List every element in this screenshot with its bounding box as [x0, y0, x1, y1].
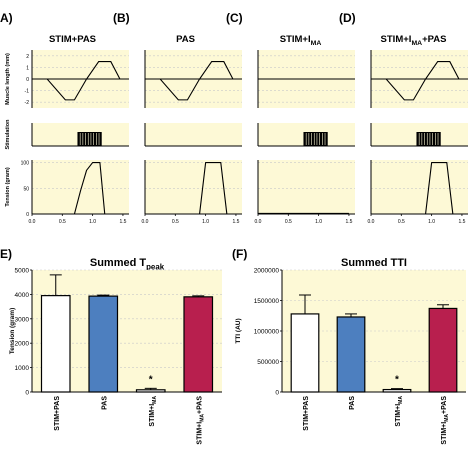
y-axis-label: TTI (AU)	[235, 318, 242, 343]
y-tick-label: 5000	[15, 268, 30, 275]
tension-line	[32, 162, 123, 215]
y-axis-label: Tension (gram)	[9, 308, 16, 354]
muscle-length-line	[32, 61, 121, 101]
x-tick-label: 0.5	[172, 219, 179, 225]
y-tick-label: 2	[26, 54, 29, 60]
bar	[183, 296, 214, 393]
x-tick-label: 1.0	[315, 219, 322, 225]
muscle-length-line	[371, 61, 460, 101]
x-tick-label: 1.5	[458, 219, 465, 225]
panel-title: STIM+IMA+PAS	[381, 34, 447, 47]
y-tick-label: 2000000	[254, 268, 280, 275]
panel-letter: (B)	[113, 11, 130, 25]
x-tick-label: PAS	[349, 396, 356, 410]
panel-title: PAS	[176, 34, 195, 45]
y-tick-label: 0	[26, 77, 29, 83]
stimulation-block	[303, 132, 328, 146]
y-tick-label: 0	[275, 390, 279, 397]
y-tick-label: 4000	[15, 292, 30, 299]
y-axis-label: Tension (gram)	[5, 167, 11, 206]
chart-title: Summed TTI	[341, 257, 407, 269]
tension-line	[145, 162, 236, 215]
stimulation-block	[77, 132, 102, 146]
tension-plot-bg	[145, 160, 242, 214]
y-axis-label: Muscle length (mm)	[5, 53, 11, 105]
stimulation-plot-bg	[145, 123, 242, 146]
significance-mark: *	[395, 375, 399, 386]
y-tick-label: 2000	[15, 341, 30, 348]
y-tick-label: 0	[26, 212, 29, 218]
x-tick-label: 0.0	[142, 219, 149, 225]
significance-mark: *	[149, 374, 153, 385]
y-tick-label: -2	[25, 100, 30, 106]
y-tick-label: 50	[23, 186, 29, 192]
y-tick-label: 3000	[15, 316, 30, 323]
bar	[336, 316, 366, 393]
tension-plot-bg	[258, 160, 355, 214]
x-tick-label: STIM+IMA+PAS	[441, 396, 450, 445]
y-tick-label: -1	[25, 89, 30, 95]
panel-letter: A)	[0, 11, 13, 25]
bar	[135, 389, 166, 393]
bar	[290, 313, 320, 393]
y-tick-label: 1	[26, 65, 29, 71]
x-tick-label: STIM+IMA+PAS	[196, 396, 205, 445]
x-tick-label: STIM+PAS	[303, 396, 310, 431]
y-tick-label: 0	[25, 390, 29, 397]
panel-letter: E)	[0, 247, 12, 261]
x-tick-label: 1.0	[428, 219, 435, 225]
x-tick-label: 1.5	[345, 219, 352, 225]
y-tick-label: 1000000	[254, 329, 280, 336]
panel-letter: (C)	[226, 11, 243, 25]
panel-title: STIM+PAS	[49, 34, 96, 45]
x-tick-label: 0.0	[29, 219, 36, 225]
y-tick-label: 500000	[257, 359, 279, 366]
bar	[382, 388, 412, 393]
x-tick-label: 1.5	[232, 219, 239, 225]
x-tick-label: PAS	[101, 396, 108, 410]
panel-letter: (D)	[339, 11, 356, 25]
x-tick-label: 0.0	[368, 219, 375, 225]
x-tick-label: 1.5	[119, 219, 126, 225]
bar	[88, 295, 119, 393]
x-tick-label: 1.0	[202, 219, 209, 225]
x-tick-label: 0.0	[255, 219, 262, 225]
tension-line	[371, 162, 462, 215]
panel-letter: (F)	[232, 247, 247, 261]
x-tick-label: STIM+IMA	[149, 396, 158, 427]
y-axis-label: Stimulation	[5, 119, 11, 150]
chart-title: Summed Tpeak	[90, 257, 165, 271]
bar	[40, 295, 71, 393]
panel-title: STIM+IMA	[280, 34, 322, 47]
y-tick-label: 1000	[15, 365, 30, 372]
x-tick-label: STIM+PAS	[54, 396, 61, 431]
bar	[428, 307, 458, 393]
y-tick-label: 100	[21, 161, 30, 167]
x-tick-label: 1.0	[89, 219, 96, 225]
tension-plot-bg	[32, 160, 129, 214]
x-tick-label: 0.5	[285, 219, 292, 225]
muscle-length-line	[145, 61, 234, 101]
x-tick-label: STIM+IMA	[395, 396, 404, 427]
x-tick-label: 0.5	[398, 219, 405, 225]
stimulation-block	[416, 132, 441, 146]
tension-plot-bg	[371, 160, 468, 214]
x-tick-label: 0.5	[59, 219, 66, 225]
y-tick-label: 1500000	[254, 298, 280, 305]
